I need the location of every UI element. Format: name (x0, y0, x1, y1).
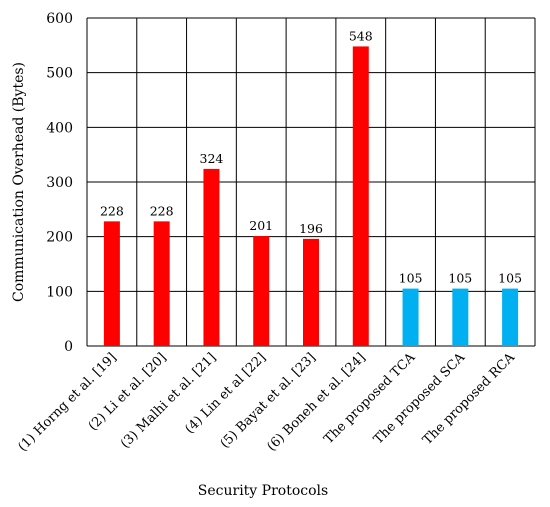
x-tick-label: The proposed RCA (420, 350, 518, 448)
y-tick-label: 600 (46, 11, 73, 27)
bar (103, 221, 120, 346)
x-axis-ticks: (1) Horng et al. [19](2) Li et al. [20](… (15, 350, 518, 455)
chart-value-labels: 228 228 324 201 196 548 105 105 105 (100, 28, 522, 285)
y-axis-title: Communication Overhead (Bytes) (11, 62, 27, 302)
bar (402, 288, 419, 346)
y-tick-label: 200 (46, 230, 73, 246)
bar-value-label: 228 (150, 203, 174, 218)
bar-value-label: 324 (200, 151, 224, 166)
x-axis-title: Security Protocols (198, 483, 328, 499)
y-tick-label: 0 (64, 339, 73, 355)
x-tick-label: (6) Boneh et al. [24] (264, 350, 368, 454)
bar (352, 46, 369, 346)
chart-grid (86, 17, 536, 347)
y-tick-label: 500 (46, 66, 73, 82)
bar (253, 236, 270, 346)
bar-value-label: 201 (249, 218, 273, 233)
bar-value-label: 548 (349, 28, 373, 43)
bar-value-label: 228 (100, 203, 124, 218)
y-tick-label: 300 (46, 175, 73, 191)
y-tick-label: 100 (46, 284, 73, 300)
bar (452, 288, 469, 346)
bar-value-label: 105 (498, 271, 522, 286)
y-axis-ticks: 0 100 200 300 400 500 600 (46, 11, 73, 355)
bar-value-label: 105 (399, 271, 423, 286)
x-tick-label: The proposed SCA (371, 350, 469, 448)
bar (203, 168, 220, 346)
bar (502, 288, 519, 346)
bar-value-label: 196 (299, 221, 323, 236)
x-tick-label: The proposed TCA (321, 350, 418, 447)
y-tick-label: 400 (46, 120, 73, 136)
bar (153, 221, 170, 346)
chart-bars (103, 46, 519, 346)
bar (303, 238, 319, 346)
bar-value-label: 105 (448, 271, 472, 286)
x-tick-label: (5) Bayat et al. [23] (218, 350, 319, 451)
x-tick-label: (3) Malhi et al. [21] (118, 350, 219, 451)
x-tick-label: (1) Horng et al. [19] (15, 350, 119, 454)
